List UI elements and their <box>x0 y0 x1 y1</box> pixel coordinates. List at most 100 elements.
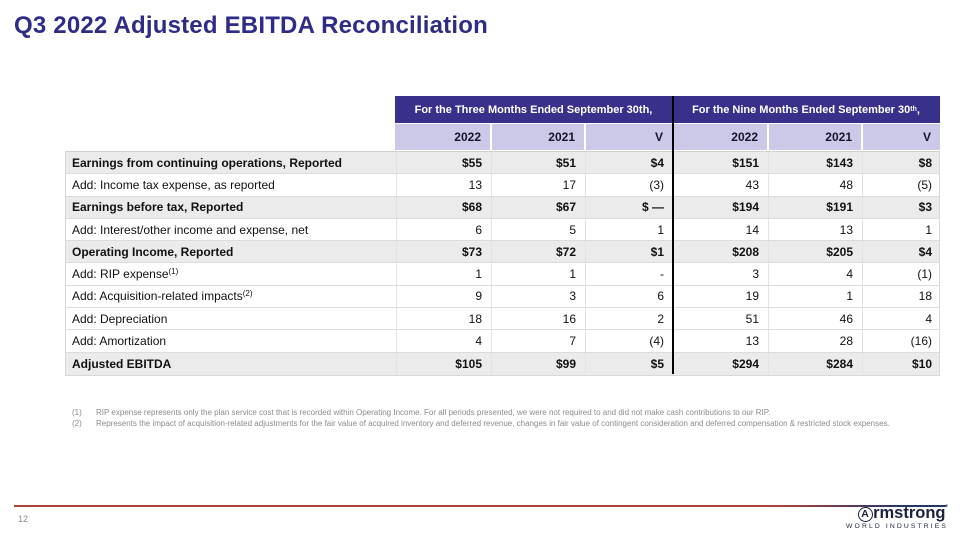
footer-accent-line <box>14 505 946 507</box>
row-label: Add: Depreciation <box>72 311 168 326</box>
value-cell: 43 <box>673 174 768 196</box>
value-cell: $51 <box>491 152 585 174</box>
value-cell: 13 <box>673 330 768 352</box>
table-year-header-row: 2022 2021 V 2022 2021 V <box>65 124 940 150</box>
armstrong-logo-text: rmstrong <box>873 504 946 522</box>
value-cell: 51 <box>673 308 768 330</box>
value-cell: 48 <box>768 174 862 196</box>
year-column-header: V <box>861 124 940 150</box>
value-cell: 19 <box>673 285 768 308</box>
page-number: 12 <box>18 514 29 524</box>
value-cell: $194 <box>673 196 768 218</box>
row-label: Add: Income tax expense, as reported <box>72 177 275 192</box>
value-cell: $205 <box>768 241 862 263</box>
banner-three-months-text: For the Three Months Ended September 30t… <box>414 103 653 116</box>
value-cell: 46 <box>768 308 862 330</box>
footnotes: (1) RIP expense represents only the plan … <box>72 407 902 429</box>
value-cell: $5 <box>585 352 673 375</box>
page-title: Q3 2022 Adjusted EBITDA Reconciliation <box>14 12 488 39</box>
value-cell: (5) <box>862 174 941 196</box>
value-cell: 3 <box>491 285 585 308</box>
value-cell: 28 <box>768 330 862 352</box>
section-divider-line <box>672 96 674 374</box>
value-cell: $72 <box>491 241 585 263</box>
value-cell: 7 <box>491 330 585 352</box>
ebitda-reconciliation-table: For the Three Months Ended September 30t… <box>65 96 940 376</box>
year-column-header: 2022 <box>672 124 767 150</box>
value-cell: $8 <box>862 152 941 174</box>
value-cell: - <box>585 263 673 285</box>
value-cell: (1) <box>862 263 941 285</box>
table-row: Add: Depreciation 18 16 2 51 46 4 <box>66 308 941 331</box>
value-cell: (3) <box>585 174 673 196</box>
trademark-mark: ’ <box>945 503 948 513</box>
table-row: Add: Interest/other income and expense, … <box>66 218 941 242</box>
value-cell: 6 <box>585 285 673 308</box>
row-label: Operating Income, Reported <box>72 244 234 259</box>
table-banner-row: For the Three Months Ended September 30t… <box>65 96 940 123</box>
footnote: (2) Represents the impact of acquisition-… <box>72 418 902 429</box>
row-label: Add: Amortization <box>72 334 167 349</box>
value-cell: $10 <box>862 352 941 375</box>
banner-nine-months-text: For the Nine Months Ended September 30 <box>692 103 911 116</box>
value-cell: 14 <box>673 218 768 241</box>
armstrong-logo-circle-a: A <box>857 506 873 522</box>
value-cell: 3 <box>673 263 768 285</box>
value-cell: 2 <box>585 308 673 330</box>
value-cell: (4) <box>585 330 673 352</box>
banner-three-months: For the Three Months Ended September 30t… <box>395 96 672 123</box>
footnote-number: (2) <box>72 419 82 428</box>
banner-spacer <box>65 96 395 123</box>
value-cell: 4 <box>768 263 862 285</box>
row-label: Earnings before tax, Reported <box>72 200 244 215</box>
value-cell: $294 <box>673 352 768 375</box>
year-column-header: 2021 <box>767 124 861 150</box>
table-row: Add: RIP expense (1) 1 1-3 4 (1) <box>66 263 941 286</box>
table-body: Earnings from continuing operations, Rep… <box>65 151 940 376</box>
row-label: Adjusted EBITDA <box>72 356 172 371</box>
value-cell: 4 <box>862 308 941 330</box>
year-column-header: V <box>584 124 672 150</box>
value-cell: 18 <box>862 285 941 308</box>
value-cell: 9 <box>396 285 491 308</box>
value-cell: $67 <box>491 196 585 218</box>
value-cell: 13 <box>768 218 862 241</box>
value-cell: 1 <box>491 263 585 285</box>
value-cell: $99 <box>491 352 585 375</box>
value-cell: $143 <box>768 152 862 174</box>
value-cell: $284 <box>768 352 862 375</box>
table-row: Add: Income tax expense, as reported 13 17… <box>66 174 941 197</box>
value-cell: $4 <box>585 152 673 174</box>
value-cell: $1 <box>585 241 673 263</box>
table-row: Add: Amortization 4 7 (4) 13 28 (16) <box>66 330 941 353</box>
value-cell: 17 <box>491 174 585 196</box>
value-cell: $68 <box>396 196 491 218</box>
value-cell: (16) <box>862 330 941 352</box>
row-label: Add: RIP expense (1) <box>72 266 179 282</box>
value-cell: $191 <box>768 196 862 218</box>
value-cell: 18 <box>396 308 491 330</box>
footnote-text: Represents the impact of acquisition-rel… <box>96 419 890 428</box>
table-row: Adjusted EBITDA $105 $99 $5 $294 $284 $10 <box>66 352 941 375</box>
value-cell: 13 <box>396 174 491 196</box>
value-cell: $208 <box>673 241 768 263</box>
banner-nine-months-tail: , <box>916 103 920 116</box>
value-cell: 1 <box>585 218 673 241</box>
table-row: Add: Acquisition-related impacts (2) 9 3 6 19… <box>66 285 941 309</box>
value-cell: 1 <box>862 218 941 241</box>
value-cell: 16 <box>491 308 585 330</box>
armstrong-logo-subtitle: WORLD INDUSTRIES <box>846 523 948 530</box>
value-cell: 4 <box>396 330 491 352</box>
value-cell: $3 <box>862 196 941 218</box>
value-cell: $55 <box>396 152 491 174</box>
value-cell: $105 <box>396 352 491 375</box>
value-cell: $4 <box>862 241 941 263</box>
value-cell: 6 <box>396 218 491 241</box>
year-column-header: 2022 <box>395 124 490 150</box>
value-cell: 1 <box>396 263 491 285</box>
value-cell: $ — <box>585 196 673 218</box>
row-label: Earnings from continuing operations, Rep… <box>72 155 343 170</box>
year-column-header: 2021 <box>490 124 584 150</box>
